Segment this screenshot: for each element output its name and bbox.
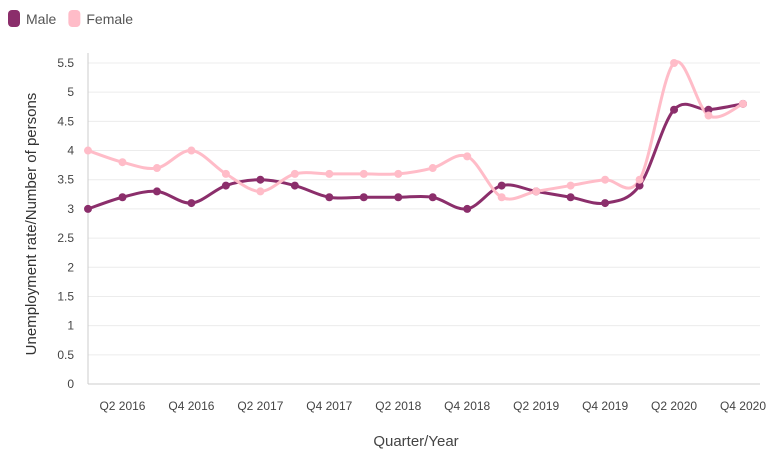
y-tick-label: 2 xyxy=(67,260,74,274)
data-point xyxy=(566,193,575,202)
data-point xyxy=(221,169,230,178)
x-axis-label: Quarter/Year xyxy=(373,433,458,450)
x-tick-label: Q4 2019 xyxy=(582,399,628,413)
data-point xyxy=(635,175,644,184)
data-point xyxy=(290,181,299,190)
data-point xyxy=(463,152,472,161)
x-tick-label: Q4 2017 xyxy=(306,399,352,413)
data-point xyxy=(325,193,334,202)
data-point xyxy=(325,169,334,178)
y-axis-label: Unemployment rate/Number of persons xyxy=(23,93,40,356)
legend-label: Male xyxy=(26,11,57,27)
y-tick-label: 1 xyxy=(67,319,74,333)
data-point xyxy=(152,187,161,196)
y-tick-label: 5 xyxy=(67,85,74,99)
x-tick-label: Q2 2017 xyxy=(237,399,283,413)
data-point xyxy=(256,175,265,184)
x-tick-label: Q2 2018 xyxy=(375,399,421,413)
y-tick-label: 2.5 xyxy=(57,231,74,245)
data-point xyxy=(428,164,437,173)
y-tick-label: 3 xyxy=(67,202,74,216)
data-point xyxy=(359,193,368,202)
data-point xyxy=(670,105,679,114)
data-point xyxy=(428,193,437,202)
data-point xyxy=(152,164,161,173)
series-line xyxy=(87,102,744,211)
x-tick-label: Q4 2020 xyxy=(720,399,766,413)
series-line xyxy=(87,60,744,201)
data-point xyxy=(359,169,368,178)
data-point xyxy=(84,146,92,155)
data-point xyxy=(84,204,92,213)
x-tick-label: Q4 2016 xyxy=(168,399,214,413)
data-point xyxy=(739,99,747,108)
data-point xyxy=(497,181,506,190)
data-point xyxy=(256,187,265,196)
data-point xyxy=(566,181,575,190)
data-point xyxy=(187,146,196,155)
data-point xyxy=(704,111,713,120)
data-point xyxy=(290,169,299,178)
y-tick-label: 1.5 xyxy=(57,289,74,303)
data-point xyxy=(118,193,127,202)
legend-swatch xyxy=(8,10,20,27)
x-tick-label: Q4 2018 xyxy=(444,399,490,413)
legend-swatch xyxy=(68,10,81,27)
data-point xyxy=(463,204,472,213)
x-tick-label: Q2 2020 xyxy=(651,399,697,413)
y-tick-label: 4 xyxy=(67,144,74,158)
data-point xyxy=(187,199,196,208)
y-tick-label: 0.5 xyxy=(57,348,74,362)
data-point xyxy=(394,193,403,202)
legend-label: Female xyxy=(86,11,133,27)
data-point xyxy=(670,59,679,67)
data-point xyxy=(118,158,127,167)
y-tick-label: 4.5 xyxy=(57,114,74,128)
y-tick-label: 5.5 xyxy=(57,56,74,70)
data-point xyxy=(394,169,403,178)
data-point xyxy=(601,199,610,208)
x-tick-label: Q2 2016 xyxy=(99,399,145,413)
data-point xyxy=(532,187,541,196)
data-point xyxy=(635,181,644,190)
data-point xyxy=(704,105,713,114)
data-point xyxy=(601,175,610,184)
data-point xyxy=(497,193,506,202)
x-tick-label: Q2 2019 xyxy=(513,399,559,413)
data-point xyxy=(221,181,230,190)
y-tick-label: 0 xyxy=(67,377,74,391)
y-tick-label: 3.5 xyxy=(57,173,74,187)
